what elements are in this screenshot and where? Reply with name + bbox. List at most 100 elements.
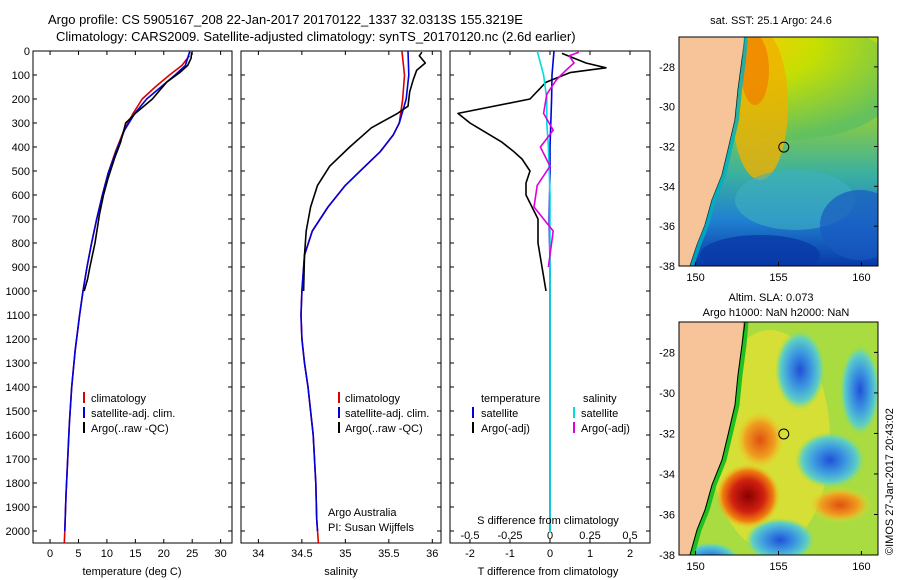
sst-lon-axis: 150 155 160 [686,262,871,284]
s-diff-tick-label: -0.5 [461,530,480,542]
depth-tick-label: 500 [12,166,30,178]
lon-tick-label: 155 [769,561,787,573]
legend-label-argo: Argo(..raw -QC) [345,423,423,435]
salinity-axis: 34 34.5 35 35.5 36 [252,51,438,560]
sla-map-subtitle: Argo h1000: NaN h2000: NaN [703,307,850,319]
series-line-climatology [300,51,406,543]
lat-tick-label: -28 [659,62,675,74]
x-tick-label: 34 [252,548,264,560]
sla-eddy-cyclonic-3 [795,432,865,488]
lat-tick-label: -38 [659,261,675,273]
x-tick-label: 25 [186,548,198,560]
legend-label-s-satellite: satellite [581,408,618,420]
depth-tick-label: 1700 [6,454,30,466]
x-tick-label: 35.5 [378,548,399,560]
x-tick-label: -2 [465,548,475,560]
x-tick-label: 0 [547,548,553,560]
x-tick-label: 34.5 [291,548,312,560]
sla-map-title: Altim. SLA: 0.073 [729,292,814,304]
legend-swatch-s-argo [573,422,575,433]
temperature-lines [63,51,193,543]
depth-tick-label: 1100 [6,310,30,322]
sla-heatmap [679,322,878,555]
sla-eddy-cyclonic-4 [745,518,815,555]
x-tick-label: 36 [426,548,438,560]
sst-shelf [690,37,748,266]
depth-tick-label: 300 [12,118,30,130]
sst-heatmap [679,37,878,266]
lat-tick-label: -38 [659,550,675,562]
difference-panel: -2 -1 0 1 2 -0.5 -0.25 0 0.25 0.5 T difference f… [449,50,651,578]
depth-tick-label: 600 [12,190,30,202]
legend-label-satellite: satellite-adj. clim. [91,408,175,420]
temperature-axis: 0 5 10 15 20 25 30 [47,51,227,560]
depth-tick-label: 700 [12,214,30,226]
lat-tick-label: -30 [659,388,675,400]
difference-legend: temperature satellite Argo(-adj) salinit… [472,393,630,435]
series-line-temperature-argo-adj [457,52,607,292]
t-difference-xlabel: T difference from climatology [478,566,619,578]
x-tick-label: 5 [75,548,81,560]
title-line-1: Argo profile: CS 5905167_208 22-Jan-2017… [48,12,523,27]
sla-lat-axis: -28 -30 -32 -34 -36 -38 [659,347,878,562]
sst-land [679,37,745,266]
legend-swatch-argo [83,422,85,433]
legend-swatch-t-argo [472,422,474,433]
s-diff-tick-label: -0.25 [497,530,522,542]
legend-label-satellite: satellite-adj. clim. [345,408,429,420]
sst-lat-axis: -28 -30 -32 -34 -36 -38 [659,62,878,273]
s-difference-axis: -0.5 -0.25 0 0.25 0.5 [461,530,638,542]
title-line-2: Climatology: CARS2009. Satellite-adjuste… [56,29,576,44]
depth-tick-label: 800 [12,238,30,250]
temperature-legend: climatology satellite-adj. clim. Argo(..… [83,392,175,435]
series-line-satellite-adj-clim [300,51,410,532]
temperature-panel: 0100200300400500600700800900100011001200… [6,46,233,578]
s-diff-tick-label: 0.25 [579,530,600,542]
salinity-xlabel: salinity [324,566,358,578]
series-line-satellite-adj-clim [64,51,191,532]
lat-tick-label: -36 [659,221,675,233]
legend-label-t-argo: Argo(-adj) [481,423,530,435]
series-line-climatology [63,55,191,543]
sst-map-title: sat. SST: 25.1 Argo: 24.6 [710,15,832,27]
lat-tick-label: -28 [659,347,675,359]
temperature-plot-frame [32,50,233,544]
depth-tick-label: 1200 [6,334,30,346]
depth-tick-label: 1500 [6,406,30,418]
lat-tick-label: -36 [659,509,675,521]
lat-tick-label: -32 [659,428,675,440]
x-tick-label: 20 [158,548,170,560]
x-tick-label: 1 [587,548,593,560]
salinity-panel: 34 34.5 35 35.5 36 salinity climatology sate… [240,50,442,578]
temperature-xlabel: temperature (deg C) [82,566,181,578]
salinity-legend: climatology satellite-adj. clim. Argo(..… [338,392,429,435]
sst-map: sat. SST: 25.1 Argo: 24.6 150 155 160 -28 -… [659,15,879,284]
lon-tick-label: 150 [686,561,704,573]
s-diff-tick-label: 0 [547,530,553,542]
salinity-depth-ticks [241,50,441,532]
sst-blue-south-east [820,190,878,260]
lat-tick-label: -34 [659,181,675,193]
x-tick-label: 2 [627,548,633,560]
depth-tick-label: 1800 [6,478,30,490]
argo-location-marker [778,428,790,440]
difference-lines [457,51,607,531]
legend-heading-temperature: temperature [481,393,540,405]
legend-label-s-argo: Argo(-adj) [581,423,630,435]
depth-tick-label: 2000 [6,526,30,538]
legend-heading-salinity: salinity [583,393,617,405]
legend-swatch-climatology [338,392,340,403]
series-line-salinity-satellite [536,51,551,531]
sst-blue-south [700,235,820,266]
x-tick-label: 35 [339,548,351,560]
legend-label-argo: Argo(..raw -QC) [91,423,169,435]
sla-warm-eddy [716,464,780,528]
s-difference-xlabel: S difference from climatology [477,515,619,527]
difference-depth-ticks [450,50,650,532]
salinity-plot-frame [240,50,442,544]
lon-tick-label: 160 [852,272,870,284]
depth-tick-label: 1000 [6,286,30,298]
series-line-salinity-argo-adj [533,51,580,268]
lon-tick-label: 160 [852,561,870,573]
depth-tick-label: 200 [12,94,30,106]
